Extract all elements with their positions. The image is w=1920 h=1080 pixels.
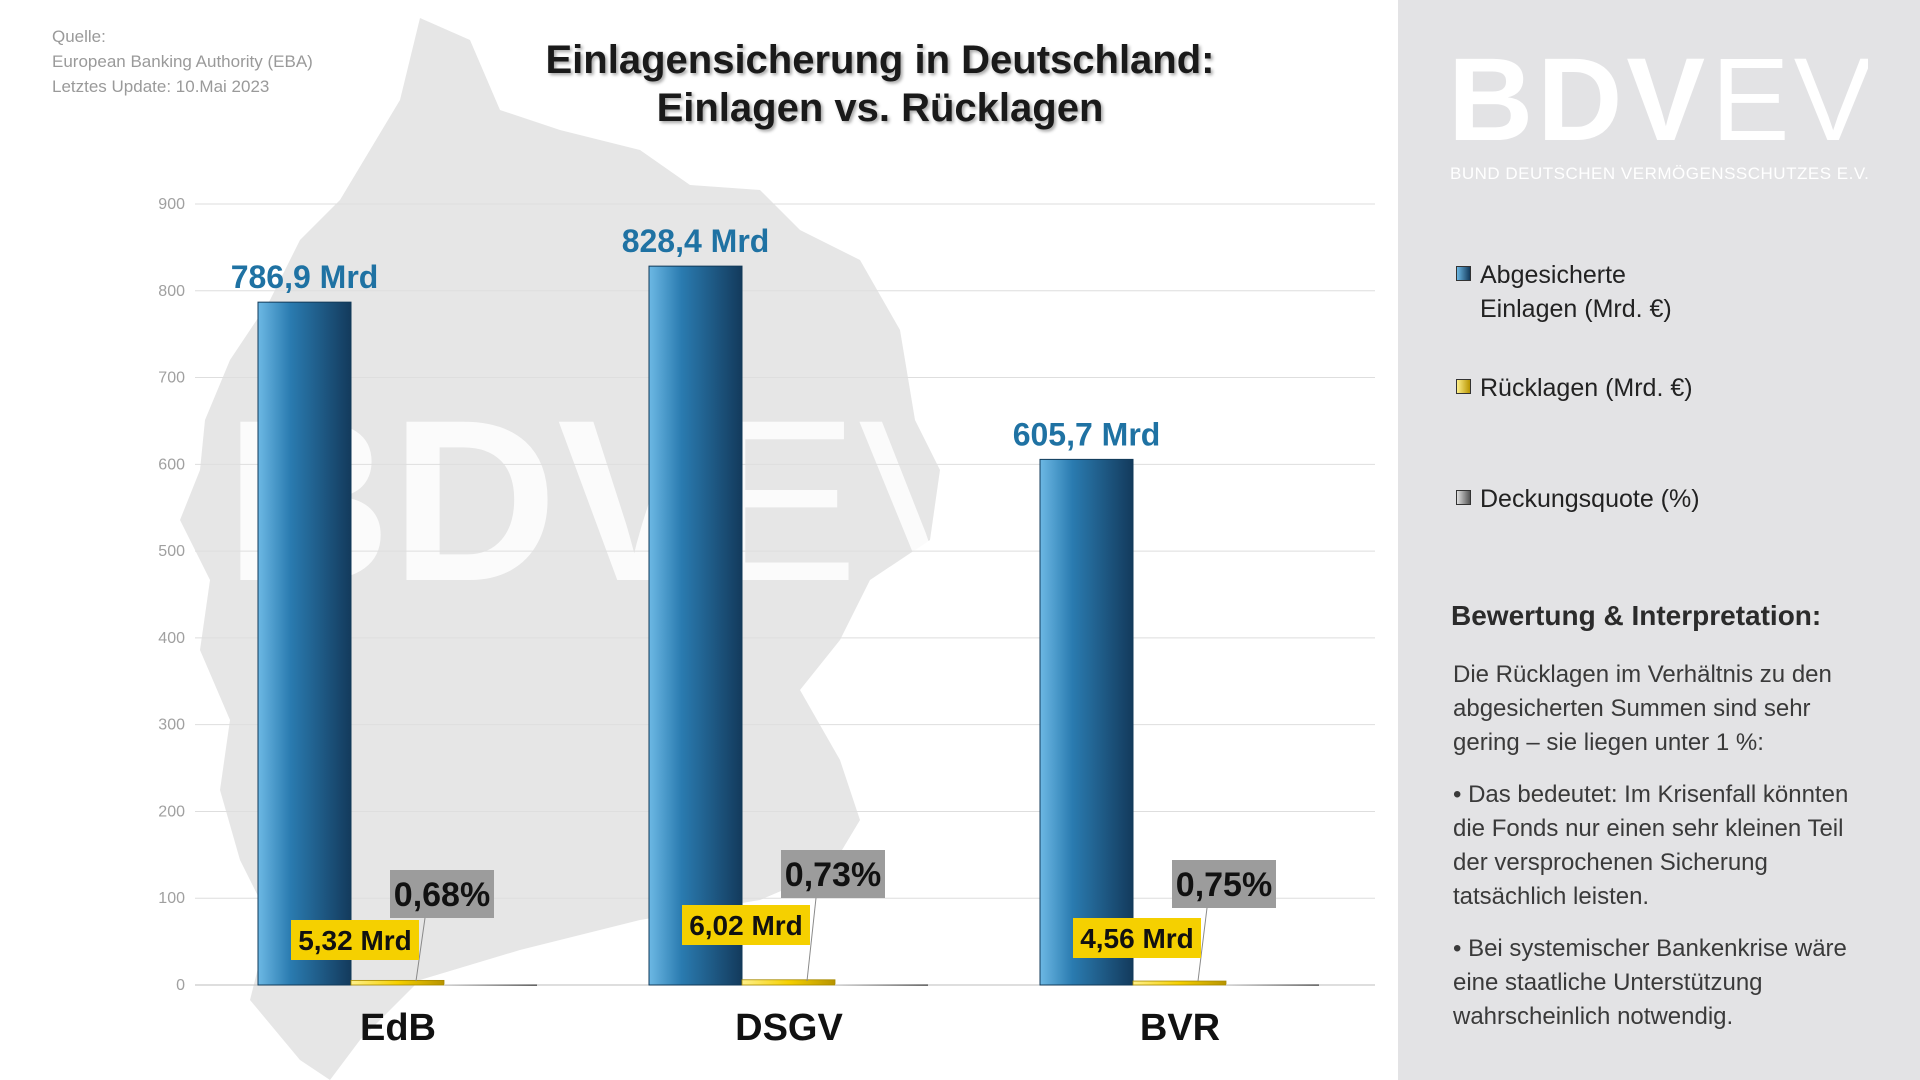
legend-label: Rücklagen (Mrd. €)	[1480, 374, 1693, 402]
evaluation-bullet-2: • Bei systemischer Bankenkrise wäre eine…	[1453, 935, 1847, 1030]
source-note: Quelle: European Banking Authority (EBA)…	[52, 24, 313, 99]
evaluation-intro: Die Rücklagen im Verhältnis zu den abges…	[1453, 661, 1832, 756]
data-label-ratio: 0,73%	[785, 856, 881, 894]
data-label-deposits: 786,9 Mrd	[231, 259, 379, 295]
chart-title: Einlagensicherung in Deutschland: Einlag…	[430, 36, 1330, 132]
category-label: EdB	[360, 1007, 436, 1049]
chart-title-line2: Einlagen vs. Rücklagen	[656, 86, 1104, 130]
legend-item-ratio: Deckungsquote (%)	[1456, 482, 1756, 516]
legend-item-reserves: Rücklagen (Mrd. €)	[1456, 371, 1756, 405]
svg-text:BDV: BDV	[1448, 42, 1709, 162]
y-tick-label: 800	[158, 283, 185, 300]
evaluation-bullet-1: • Das bedeutet: Im Krisenfall könnten di…	[1453, 781, 1849, 910]
data-label-deposits: 828,4 Mrd	[622, 223, 770, 259]
data-label-deposits: 605,7 Mrd	[1013, 416, 1161, 452]
y-tick-label: 700	[158, 370, 185, 387]
y-tick-label: 100	[158, 890, 185, 907]
data-label-ratio: 0,68%	[394, 876, 490, 914]
source-name: European Banking Authority (EBA)	[52, 52, 313, 71]
y-tick-label: 400	[158, 630, 185, 647]
y-tick-label: 500	[158, 543, 185, 560]
gray-square-icon	[1456, 490, 1471, 505]
chart-area: BDV EV Quelle: European Banking Authorit…	[52, 18, 1375, 1080]
bar-ratio	[835, 984, 928, 986]
logo-subtitle: BUND DEUTSCHEN VERMÖGENSSCHUTZES E.V.	[1450, 164, 1870, 183]
bar-ratio	[444, 984, 537, 986]
ratio-leader-line	[1197, 907, 1208, 982]
ratio-label-box	[781, 850, 885, 898]
reserves-label-box	[682, 905, 810, 945]
y-tick-label: 600	[158, 456, 185, 473]
evaluation-heading: Bewertung & Interpretation:	[1451, 600, 1822, 631]
y-tick-label: 0	[176, 977, 185, 994]
y-tick-label: 300	[158, 717, 185, 734]
legend-label: Abgesicherte	[1480, 261, 1626, 289]
bar-ratio	[1226, 984, 1319, 986]
chart-title-line1: Einlagensicherung in Deutschland:	[545, 38, 1215, 82]
ratio-label-box	[390, 870, 494, 918]
data-label-reserves: 5,32 Mrd	[298, 925, 412, 956]
source-label: Quelle:	[52, 27, 106, 46]
legend-label: Deckungsquote (%)	[1480, 485, 1700, 513]
last-update: Letztes Update: 10.Mai 2023	[52, 77, 270, 96]
ratio-label-box	[1172, 860, 1276, 908]
legend-item-deposits: Abgesicherte Einlagen (Mrd. €)	[1456, 258, 1756, 328]
bar-chart: 0 100 200 300 400 500 600 700 800 900 786,9 Mrd 0,6…	[158, 196, 1375, 1049]
data-label-reserves: 4,56 Mrd	[1080, 923, 1194, 954]
data-label-reserves: 6,02 Mrd	[689, 910, 803, 941]
y-tick-label: 200	[158, 803, 185, 820]
bdvev-logo: BDV EV	[1448, 42, 1868, 162]
category-label: BVR	[1140, 1007, 1220, 1049]
y-tick-label: 900	[158, 196, 185, 213]
bar-reserves	[741, 979, 836, 986]
bar-reserves	[350, 979, 445, 986]
yellow-square-icon	[1456, 379, 1471, 394]
ratio-leader-line	[415, 917, 426, 982]
bar-deposits	[1039, 458, 1134, 986]
info-panel	[1398, 0, 1920, 1080]
bar-reserves	[1132, 980, 1227, 986]
legend-label-2: Einlagen (Mrd. €)	[1480, 295, 1672, 323]
reserves-label-box	[1073, 918, 1201, 958]
data-label-ratio: 0,75%	[1176, 866, 1272, 904]
svg-text:EV: EV	[1711, 42, 1868, 162]
ratio-leader-line	[806, 897, 817, 982]
reserves-label-box	[291, 920, 419, 960]
category-label: DSGV	[735, 1007, 843, 1049]
bar-deposits	[257, 301, 352, 986]
bar-deposits	[648, 265, 743, 986]
blue-square-icon	[1456, 266, 1471, 281]
svg-text:EV: EV	[705, 372, 1012, 629]
